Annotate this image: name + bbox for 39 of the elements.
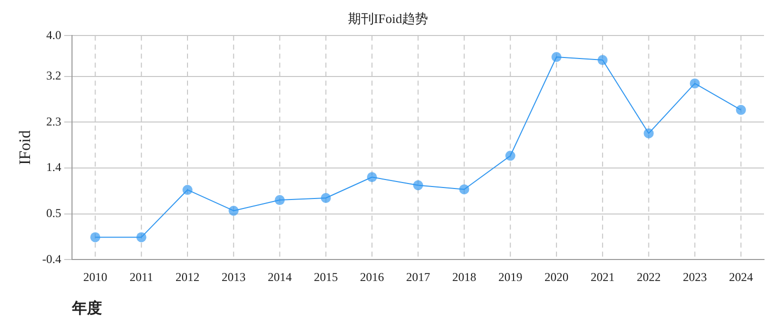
x-tick-label: 2010 [83,270,108,284]
point [505,150,516,161]
x-tick-label: 2018 [452,270,476,284]
y-tick-label: 0.5 [46,206,62,220]
x-tick-label: 2014 [268,270,292,284]
x-axis-title: 年度 [71,298,102,317]
x-tick-label: 2024 [728,270,753,284]
y-tick-label: -0.4 [42,252,62,266]
point [459,184,470,194]
point [413,180,424,190]
point [182,184,192,195]
y-axis-title: IFoid [16,130,34,165]
y-tick-label: 2.3 [46,114,62,128]
chart-title: 期刊IFoid趋势 [348,11,428,26]
point [644,128,654,138]
y-tick-label: 1.4 [46,160,62,174]
point [366,172,377,182]
x-tick-label: 2017 [406,270,430,284]
y-tick-label: 4.0 [46,28,62,42]
point [551,52,562,62]
point [274,195,285,206]
point [136,232,146,242]
point [690,78,700,88]
point [320,193,331,203]
x-tick-label: 2016 [360,270,384,284]
x-tick-label: 2023 [682,270,707,284]
x-tick-label: 2012 [175,270,200,284]
y-tick-label: 3.2 [46,68,62,82]
point [228,206,239,216]
x-tick-label: 2022 [636,270,661,284]
x-tick-label: 2011 [130,270,154,284]
point [90,232,100,242]
x-tick-label: 2019 [498,270,522,284]
point [736,104,746,115]
point [598,55,608,66]
x-tick-label: 2020 [544,270,568,284]
x-tick-label: 2013 [222,270,246,284]
x-tick-label: 2015 [314,270,338,284]
x-tick-label: 2021 [590,270,615,284]
